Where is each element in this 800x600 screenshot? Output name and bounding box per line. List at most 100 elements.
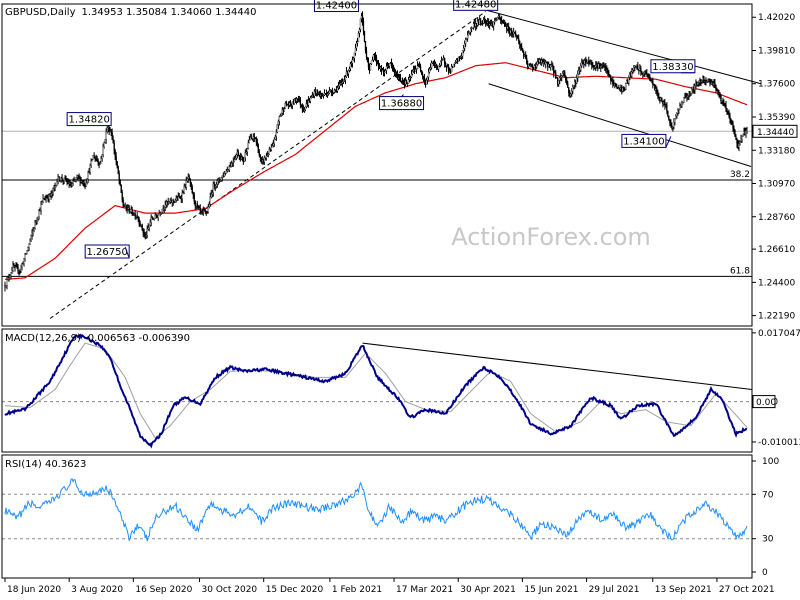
candle-body <box>306 103 309 106</box>
candle-body <box>739 141 741 144</box>
candle-body <box>71 183 73 187</box>
candle-body <box>444 63 447 66</box>
candle-body <box>543 62 545 64</box>
candle-body <box>575 81 577 84</box>
candle-body <box>466 34 469 39</box>
candle-body <box>572 86 574 92</box>
x-tick-label: 3 Aug 2020 <box>71 585 123 595</box>
candle-body <box>492 23 494 27</box>
candle-body <box>388 62 391 67</box>
candle-body <box>418 65 421 67</box>
candle-body <box>553 66 555 74</box>
candle-body <box>735 136 737 140</box>
candle-body <box>395 72 398 75</box>
candle-body <box>638 69 640 71</box>
candle-body <box>285 102 288 106</box>
candle-body <box>676 113 678 117</box>
candle-body <box>574 81 576 86</box>
candle-body <box>156 216 158 218</box>
candle-body <box>535 65 537 68</box>
candle-body <box>327 93 330 95</box>
candle-body <box>580 65 582 71</box>
candle-body <box>503 22 505 24</box>
candle-body <box>18 270 20 273</box>
candle-body <box>667 110 669 117</box>
candle-body <box>626 80 628 84</box>
candle-body <box>646 73 648 75</box>
candle-body <box>343 79 346 81</box>
candle-body <box>431 61 434 64</box>
candle-body <box>545 61 547 65</box>
candle-body <box>144 234 146 237</box>
candle-body <box>230 163 232 167</box>
candle-body <box>612 80 614 84</box>
price-tick-label: 1.39810 <box>758 46 795 56</box>
candle-body <box>286 104 289 106</box>
candle-body <box>173 201 175 203</box>
candle-body <box>489 23 491 26</box>
candle-body <box>567 83 569 88</box>
candle-body <box>390 62 393 66</box>
candle-body <box>429 67 432 70</box>
candle-body <box>114 150 116 157</box>
candle-body <box>619 88 621 90</box>
candle-body <box>554 72 556 74</box>
candle-body <box>127 207 129 210</box>
candle-body <box>542 60 544 64</box>
symbol-name: GBPUSD,Daily <box>5 7 76 18</box>
candle-body <box>656 88 658 93</box>
candle-body <box>422 75 425 79</box>
candle-body <box>663 102 665 104</box>
candle-body <box>409 76 412 79</box>
candle-body <box>698 82 700 84</box>
macd-trend-line <box>362 342 753 390</box>
candle-body <box>86 179 88 183</box>
candle-body <box>645 71 647 74</box>
candle-body <box>268 149 271 155</box>
candle-body <box>456 59 459 61</box>
candle-body <box>269 149 272 151</box>
candle-body <box>354 47 357 54</box>
candle-body <box>460 56 463 58</box>
candle-body <box>168 201 170 203</box>
candle-body <box>335 89 338 92</box>
candle-body <box>170 200 172 203</box>
candle-body <box>227 169 229 171</box>
candle-body <box>219 180 221 182</box>
candle-body <box>197 205 199 208</box>
candle-body <box>182 192 184 194</box>
candle-body <box>401 81 404 83</box>
candle-body <box>652 80 654 85</box>
candle-body <box>670 122 672 126</box>
candle-body <box>332 92 335 94</box>
candle-body <box>484 21 487 23</box>
candle-body <box>488 21 490 26</box>
candle-body <box>615 83 617 87</box>
candle-body <box>590 62 592 64</box>
candle-body <box>40 204 42 211</box>
candle-body <box>427 72 430 78</box>
current-price-label: 1.34440 <box>757 128 794 138</box>
candle-body <box>478 19 481 25</box>
trend-line <box>488 83 752 167</box>
candle-body <box>134 213 136 217</box>
candle-body <box>188 176 190 180</box>
candle-body <box>45 197 47 200</box>
candle-body <box>516 34 518 37</box>
candle-body <box>194 201 196 207</box>
candle-body <box>6 279 8 286</box>
candle-body <box>499 16 501 19</box>
candle-body <box>436 66 439 70</box>
candle-body <box>39 210 41 212</box>
candle-body <box>257 145 259 154</box>
candle-body <box>537 61 539 65</box>
candle-body <box>11 270 13 274</box>
candle-body <box>490 23 492 25</box>
candle-body <box>378 66 381 69</box>
candle-body <box>564 72 566 77</box>
candle-body <box>80 180 82 183</box>
candle-body <box>531 65 533 67</box>
candle-body <box>261 159 263 162</box>
x-tick-label: 15 Jun 2021 <box>524 585 578 595</box>
candle-body <box>722 100 724 104</box>
